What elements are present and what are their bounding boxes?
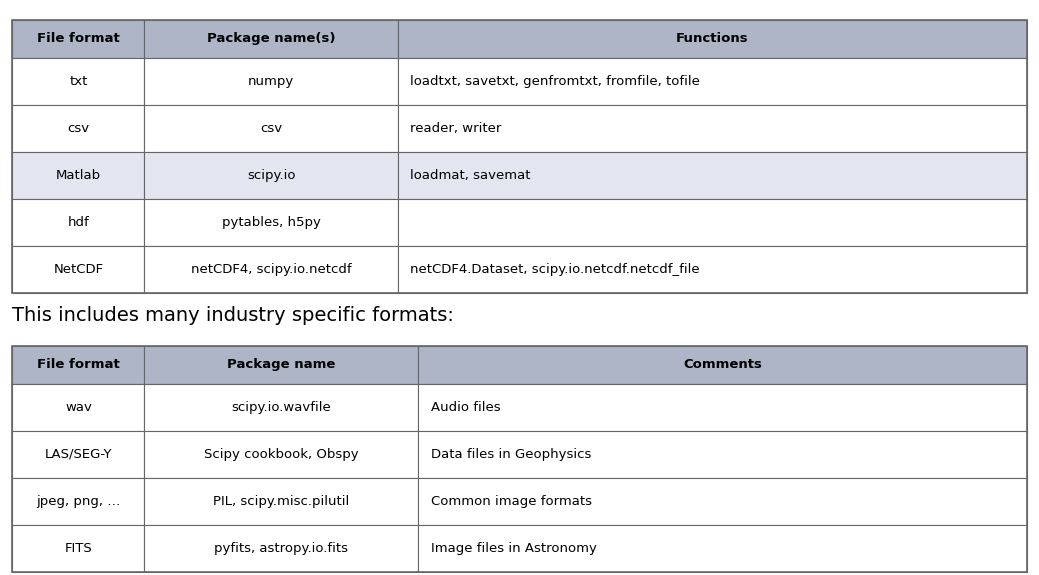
Bar — [418, 525, 1027, 572]
Bar — [12, 431, 144, 478]
Text: This includes many industry specific formats:: This includes many industry specific for… — [12, 306, 454, 325]
Bar — [12, 199, 144, 246]
Text: Matlab: Matlab — [56, 169, 101, 182]
Bar — [398, 199, 1027, 246]
Bar — [418, 384, 1027, 431]
Text: pyfits, astropy.io.fits: pyfits, astropy.io.fits — [214, 542, 348, 555]
Bar — [398, 105, 1027, 152]
Text: reader, writer: reader, writer — [410, 122, 502, 135]
Bar — [398, 246, 1027, 293]
Text: Comments: Comments — [683, 358, 762, 371]
Bar — [144, 384, 418, 431]
Bar — [12, 384, 144, 431]
Bar — [144, 478, 418, 525]
Bar — [12, 346, 1027, 572]
Bar — [144, 431, 418, 478]
Text: Data files in Geophysics: Data files in Geophysics — [430, 448, 591, 461]
Text: wav: wav — [65, 401, 91, 413]
Bar — [144, 58, 398, 105]
Text: scipy.io.wavfile: scipy.io.wavfile — [232, 401, 331, 413]
Text: PIL, scipy.misc.pilutil: PIL, scipy.misc.pilutil — [213, 495, 349, 508]
Text: hdf: hdf — [68, 216, 89, 229]
Bar — [144, 152, 398, 199]
Bar — [144, 20, 398, 58]
Bar — [398, 20, 1027, 58]
Bar — [418, 431, 1027, 478]
Bar — [144, 525, 418, 572]
Bar — [398, 152, 1027, 199]
Text: csv: csv — [68, 122, 89, 135]
Text: Scipy cookbook, Obspy: Scipy cookbook, Obspy — [204, 448, 358, 461]
Text: loadmat, savemat: loadmat, savemat — [410, 169, 531, 182]
Text: numpy: numpy — [248, 75, 294, 87]
Bar — [12, 478, 144, 525]
Bar — [12, 58, 144, 105]
Text: jpeg, png, …: jpeg, png, … — [36, 495, 121, 508]
Bar — [418, 478, 1027, 525]
Bar — [418, 346, 1027, 384]
Bar — [12, 20, 144, 58]
Bar — [12, 20, 1027, 293]
Text: Common image formats: Common image formats — [430, 495, 591, 508]
Text: pytables, h5py: pytables, h5py — [221, 216, 320, 229]
Text: txt: txt — [70, 75, 87, 87]
Bar — [144, 199, 398, 246]
Text: Audio files: Audio files — [430, 401, 500, 413]
Text: File format: File format — [37, 32, 119, 45]
Text: Package name: Package name — [227, 358, 336, 371]
Text: NetCDF: NetCDF — [53, 263, 104, 276]
Text: netCDF4.Dataset, scipy.io.netcdf.netcdf_file: netCDF4.Dataset, scipy.io.netcdf.netcdf_… — [410, 263, 700, 276]
Text: Functions: Functions — [675, 32, 748, 45]
Text: scipy.io: scipy.io — [247, 169, 295, 182]
Bar — [144, 105, 398, 152]
Bar — [12, 246, 144, 293]
Bar — [144, 246, 398, 293]
Text: netCDF4, scipy.io.netcdf: netCDF4, scipy.io.netcdf — [191, 263, 351, 276]
Bar — [12, 105, 144, 152]
Bar — [144, 346, 418, 384]
Text: File format: File format — [37, 358, 119, 371]
Text: Package name(s): Package name(s) — [207, 32, 336, 45]
Text: csv: csv — [260, 122, 283, 135]
Bar — [12, 525, 144, 572]
Text: loadtxt, savetxt, genfromtxt, fromfile, tofile: loadtxt, savetxt, genfromtxt, fromfile, … — [410, 75, 700, 87]
Bar — [12, 346, 144, 384]
Text: FITS: FITS — [64, 542, 92, 555]
Text: LAS/SEG-Y: LAS/SEG-Y — [45, 448, 112, 461]
Bar — [398, 58, 1027, 105]
Text: Image files in Astronomy: Image files in Astronomy — [430, 542, 596, 555]
Bar — [12, 152, 144, 199]
